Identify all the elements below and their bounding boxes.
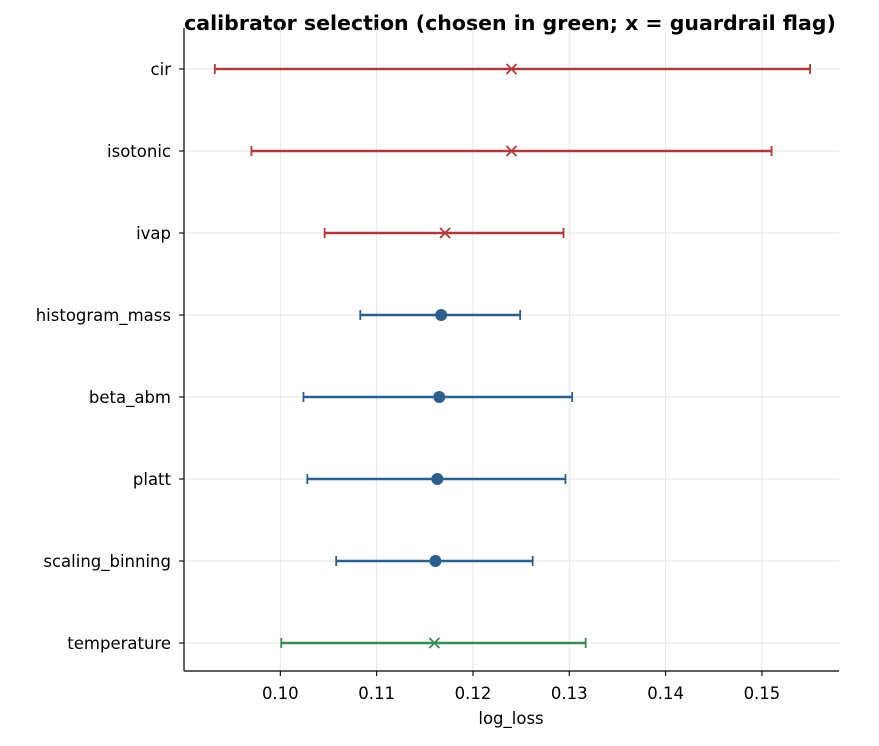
y-tick-label-histogram-mass: histogram_mass xyxy=(36,306,171,326)
y-tick-label-scaling-binning: scaling_binning xyxy=(43,552,171,572)
y-tick-label-isotonic: isotonic xyxy=(107,142,171,161)
tick-layer: 0.10 0.11 0.12 0.13 0.14 0.15 cir isotonic ivap h… xyxy=(36,60,781,703)
x-tick-label: 0.15 xyxy=(744,684,781,703)
axes-layer xyxy=(183,28,839,672)
point-marker-scaling-binning xyxy=(429,555,442,567)
point-marker-histogram-mass xyxy=(435,309,448,321)
x-tick-label: 0.13 xyxy=(551,684,588,703)
point-marker-x-ivap xyxy=(439,227,451,239)
x-marker-stroke xyxy=(505,145,518,157)
y-tick-label-cir: cir xyxy=(151,60,172,79)
y-tick-label-temperature: temperature xyxy=(67,634,171,653)
point-marker-x-cir xyxy=(505,63,518,75)
chart-title: calibrator selection (chosen in green; x… xyxy=(184,11,836,35)
x-tick-label: 0.12 xyxy=(455,684,492,703)
y-tick-label-platt: platt xyxy=(133,470,172,489)
y-tick-label-ivap: ivap xyxy=(136,224,171,243)
x-marker-stroke xyxy=(439,227,451,239)
x-tick-label: 0.14 xyxy=(647,684,684,703)
point-marker-beta-abm xyxy=(433,391,446,403)
x-axis-label: log_loss xyxy=(478,709,543,729)
y-tick-label-beta-abm: beta_abm xyxy=(89,388,171,408)
x-marker-stroke xyxy=(505,63,518,75)
x-tick-label: 0.11 xyxy=(358,684,395,703)
point-marker-x-temperature xyxy=(428,637,441,649)
grid-layer xyxy=(184,28,839,671)
point-marker-platt xyxy=(431,473,444,485)
point-marker-x-isotonic xyxy=(505,145,518,157)
data-layer xyxy=(213,63,812,649)
x-tick-label: 0.10 xyxy=(262,684,299,703)
x-marker-stroke xyxy=(428,637,441,649)
